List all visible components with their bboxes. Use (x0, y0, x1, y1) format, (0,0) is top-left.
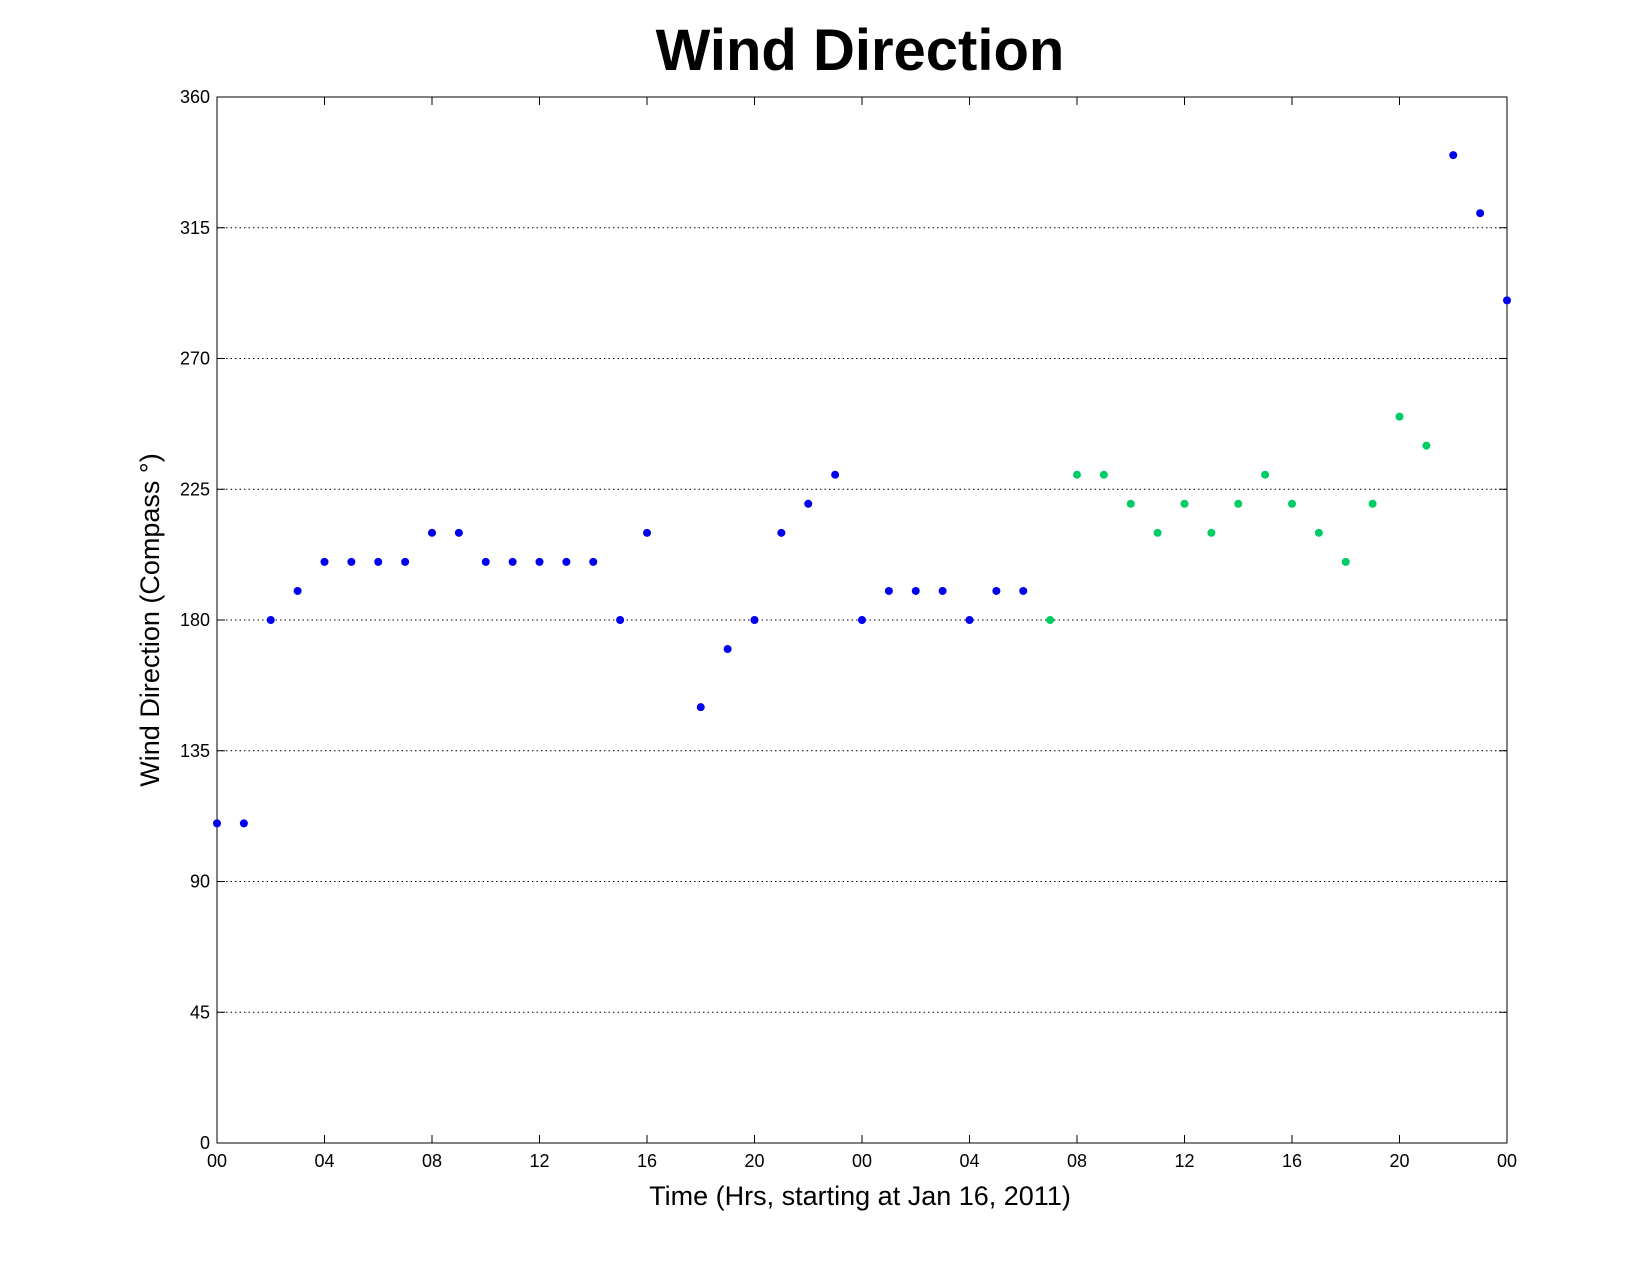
chart-title: Wind Direction (656, 18, 1065, 83)
x-tick-label: 20 (744, 1151, 764, 1171)
x-tick-label: 20 (1389, 1151, 1409, 1171)
data-point (965, 616, 974, 624)
data-point (1099, 470, 1108, 479)
data-point (213, 819, 221, 828)
x-tick-label: 08 (422, 1151, 442, 1171)
data-point (454, 528, 463, 537)
data-point (1395, 412, 1404, 421)
x-tick-label: 00 (852, 1151, 872, 1171)
data-point (589, 557, 598, 566)
data-point (508, 557, 517, 566)
data-point (401, 557, 410, 566)
data-point (777, 528, 786, 537)
data-point (723, 645, 732, 654)
x-axis-label: Time (Hrs, starting at Jan 16, 2011) (649, 1181, 1071, 1211)
data-point (374, 557, 383, 566)
data-point (1422, 441, 1431, 450)
data-point (992, 586, 1001, 595)
x-tick-label: 04 (959, 1151, 979, 1171)
data-point (696, 703, 705, 712)
data-point (562, 557, 571, 566)
x-tick-label: 12 (1174, 1151, 1194, 1171)
y-axis-label: Wind Direction (Compass °) (135, 453, 165, 786)
y-tick-label: 135 (180, 741, 210, 761)
data-points (213, 151, 1511, 828)
data-point (293, 586, 302, 595)
data-point (239, 819, 248, 828)
axis-ticks: 0 45 90 135 180 225 270 315 360 00 04 08 12 16 20 00 04 0… (180, 87, 1517, 1171)
data-point (1476, 209, 1485, 218)
data-point (616, 616, 625, 624)
y-tick-label: 90 (190, 872, 210, 892)
data-point (1288, 499, 1296, 508)
data-point (831, 470, 840, 479)
data-point (535, 557, 544, 566)
data-point (1207, 528, 1216, 537)
data-point (1503, 296, 1511, 305)
data-point (1073, 470, 1081, 479)
x-tick-label: 16 (1282, 1151, 1302, 1171)
y-tick-label: 270 (180, 349, 210, 369)
data-point (481, 557, 490, 566)
data-point (911, 586, 920, 595)
x-tick-label: 00 (1497, 1151, 1517, 1171)
y-tick-label: 45 (190, 1002, 210, 1022)
x-tick-label: 16 (637, 1151, 657, 1171)
y-tick-label: 225 (180, 479, 210, 499)
data-point (643, 528, 651, 537)
y-tick-label: 360 (180, 87, 210, 107)
data-point (266, 616, 275, 624)
data-point (1368, 499, 1377, 508)
data-point (1314, 528, 1323, 537)
y-tick-label: 0 (200, 1133, 210, 1153)
data-point (1153, 528, 1162, 537)
x-tick-label: 04 (314, 1151, 334, 1171)
data-point (1449, 151, 1458, 160)
data-point (858, 616, 866, 624)
x-tick-label: 08 (1067, 1151, 1087, 1171)
data-point (1341, 557, 1350, 566)
data-point (938, 586, 947, 595)
data-point (1234, 499, 1243, 508)
data-point (1180, 499, 1189, 508)
data-point (1261, 470, 1270, 479)
data-point (1046, 616, 1055, 624)
data-point (347, 557, 356, 566)
data-point (804, 499, 813, 508)
x-tick-label: 12 (529, 1151, 549, 1171)
data-point (884, 586, 893, 595)
data-point (428, 528, 436, 537)
x-tick-label: 00 (207, 1151, 227, 1171)
y-tick-label: 315 (180, 218, 210, 238)
data-point (750, 616, 759, 624)
data-point (1019, 586, 1028, 595)
data-point (1126, 499, 1135, 508)
data-point (320, 557, 329, 566)
y-tick-label: 180 (180, 610, 210, 630)
